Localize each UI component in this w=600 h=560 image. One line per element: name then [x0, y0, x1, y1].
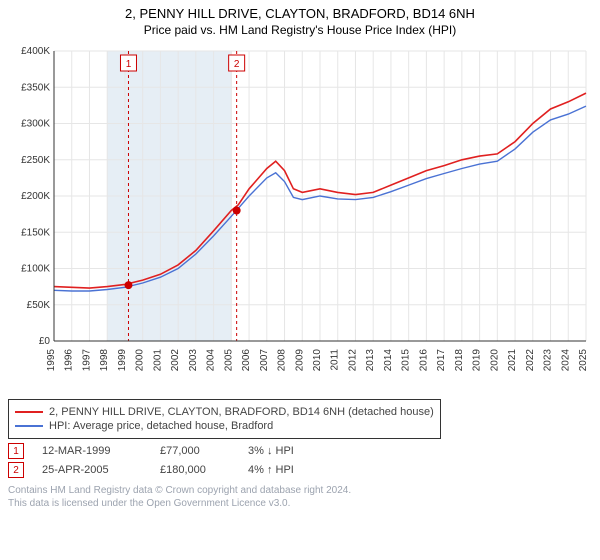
- page-subtitle: Price paid vs. HM Land Registry's House …: [8, 23, 592, 37]
- legend: 2, PENNY HILL DRIVE, CLAYTON, BRADFORD, …: [8, 399, 441, 439]
- sale-marker-icon: 1: [8, 443, 24, 459]
- legend-label: 2, PENNY HILL DRIVE, CLAYTON, BRADFORD, …: [49, 406, 434, 418]
- x-tick-label: 2004: [206, 349, 217, 372]
- x-tick-label: 2016: [418, 349, 429, 372]
- sale-row: 2 25-APR-2005 £180,000 4% ↑ HPI: [8, 462, 592, 478]
- marker-dot: [233, 207, 241, 215]
- x-tick-label: 2008: [277, 349, 288, 372]
- legend-item: HPI: Average price, detached house, Brad…: [15, 420, 434, 432]
- sale-price: £77,000: [160, 445, 230, 457]
- x-tick-label: 2007: [259, 349, 270, 372]
- y-tick-label: £250K: [21, 155, 50, 166]
- x-tick-label: 2018: [454, 349, 465, 372]
- x-tick-label: 1996: [64, 349, 75, 372]
- legend-label: HPI: Average price, detached house, Brad…: [49, 420, 273, 432]
- x-tick-label: 2001: [152, 349, 163, 372]
- x-tick-label: 2015: [401, 349, 412, 372]
- y-tick-label: £50K: [27, 300, 51, 311]
- marker-number: 1: [126, 59, 132, 70]
- y-tick-label: £150K: [21, 227, 50, 238]
- sales-table: 1 12-MAR-1999 £77,000 3% ↓ HPI 2 25-APR-2005 £…: [8, 443, 592, 478]
- x-tick-label: 2002: [170, 349, 181, 372]
- marker-number: 2: [234, 59, 240, 70]
- x-tick-label: 2024: [560, 349, 571, 372]
- sale-date: 25-APR-2005: [42, 464, 142, 476]
- attribution: Contains HM Land Registry data © Crown c…: [8, 484, 592, 510]
- y-tick-label: £350K: [21, 82, 50, 93]
- legend-swatch: [15, 411, 43, 413]
- x-tick-label: 2023: [543, 349, 554, 372]
- legend-item: 2, PENNY HILL DRIVE, CLAYTON, BRADFORD, …: [15, 406, 434, 418]
- x-tick-label: 2005: [223, 349, 234, 372]
- page-title: 2, PENNY HILL DRIVE, CLAYTON, BRADFORD, …: [8, 6, 592, 21]
- x-tick-label: 2021: [507, 349, 518, 372]
- y-tick-label: £100K: [21, 264, 50, 275]
- x-tick-label: 1997: [81, 349, 92, 372]
- x-tick-label: 2020: [489, 349, 500, 372]
- x-tick-label: 1995: [46, 349, 57, 372]
- y-tick-label: £300K: [21, 119, 50, 130]
- marker-dot: [124, 281, 132, 289]
- attribution-line2: This data is licensed under the Open Gov…: [8, 497, 592, 510]
- x-tick-label: 2014: [383, 349, 394, 372]
- y-tick-label: £0: [39, 336, 51, 347]
- x-tick-label: 2019: [472, 349, 483, 372]
- attribution-line1: Contains HM Land Registry data © Crown c…: [8, 484, 592, 497]
- y-tick-label: £400K: [21, 46, 50, 57]
- legend-swatch: [15, 425, 43, 427]
- x-tick-label: 2009: [294, 349, 305, 372]
- x-tick-label: 2025: [578, 349, 589, 372]
- sale-marker-icon: 2: [8, 462, 24, 478]
- x-tick-label: 2013: [365, 349, 376, 372]
- sale-date: 12-MAR-1999: [42, 445, 142, 457]
- sale-hpi: 3% ↓ HPI: [248, 445, 328, 457]
- sale-row: 1 12-MAR-1999 £77,000 3% ↓ HPI: [8, 443, 592, 459]
- sale-price: £180,000: [160, 464, 230, 476]
- sale-hpi: 4% ↑ HPI: [248, 464, 328, 476]
- x-tick-label: 1999: [117, 349, 128, 372]
- x-tick-label: 2017: [436, 349, 447, 372]
- x-tick-label: 2003: [188, 349, 199, 372]
- x-tick-label: 2011: [330, 349, 341, 371]
- x-tick-label: 2000: [135, 349, 146, 372]
- x-tick-label: 2022: [525, 349, 536, 372]
- x-tick-label: 2010: [312, 349, 323, 372]
- x-tick-label: 2006: [241, 349, 252, 372]
- x-tick-label: 2012: [347, 349, 358, 372]
- x-tick-label: 1998: [99, 349, 110, 372]
- y-tick-label: £200K: [21, 191, 50, 202]
- price-chart: £0 £50K £100K £150K £200K £250K £300K £350K £400…: [8, 43, 592, 393]
